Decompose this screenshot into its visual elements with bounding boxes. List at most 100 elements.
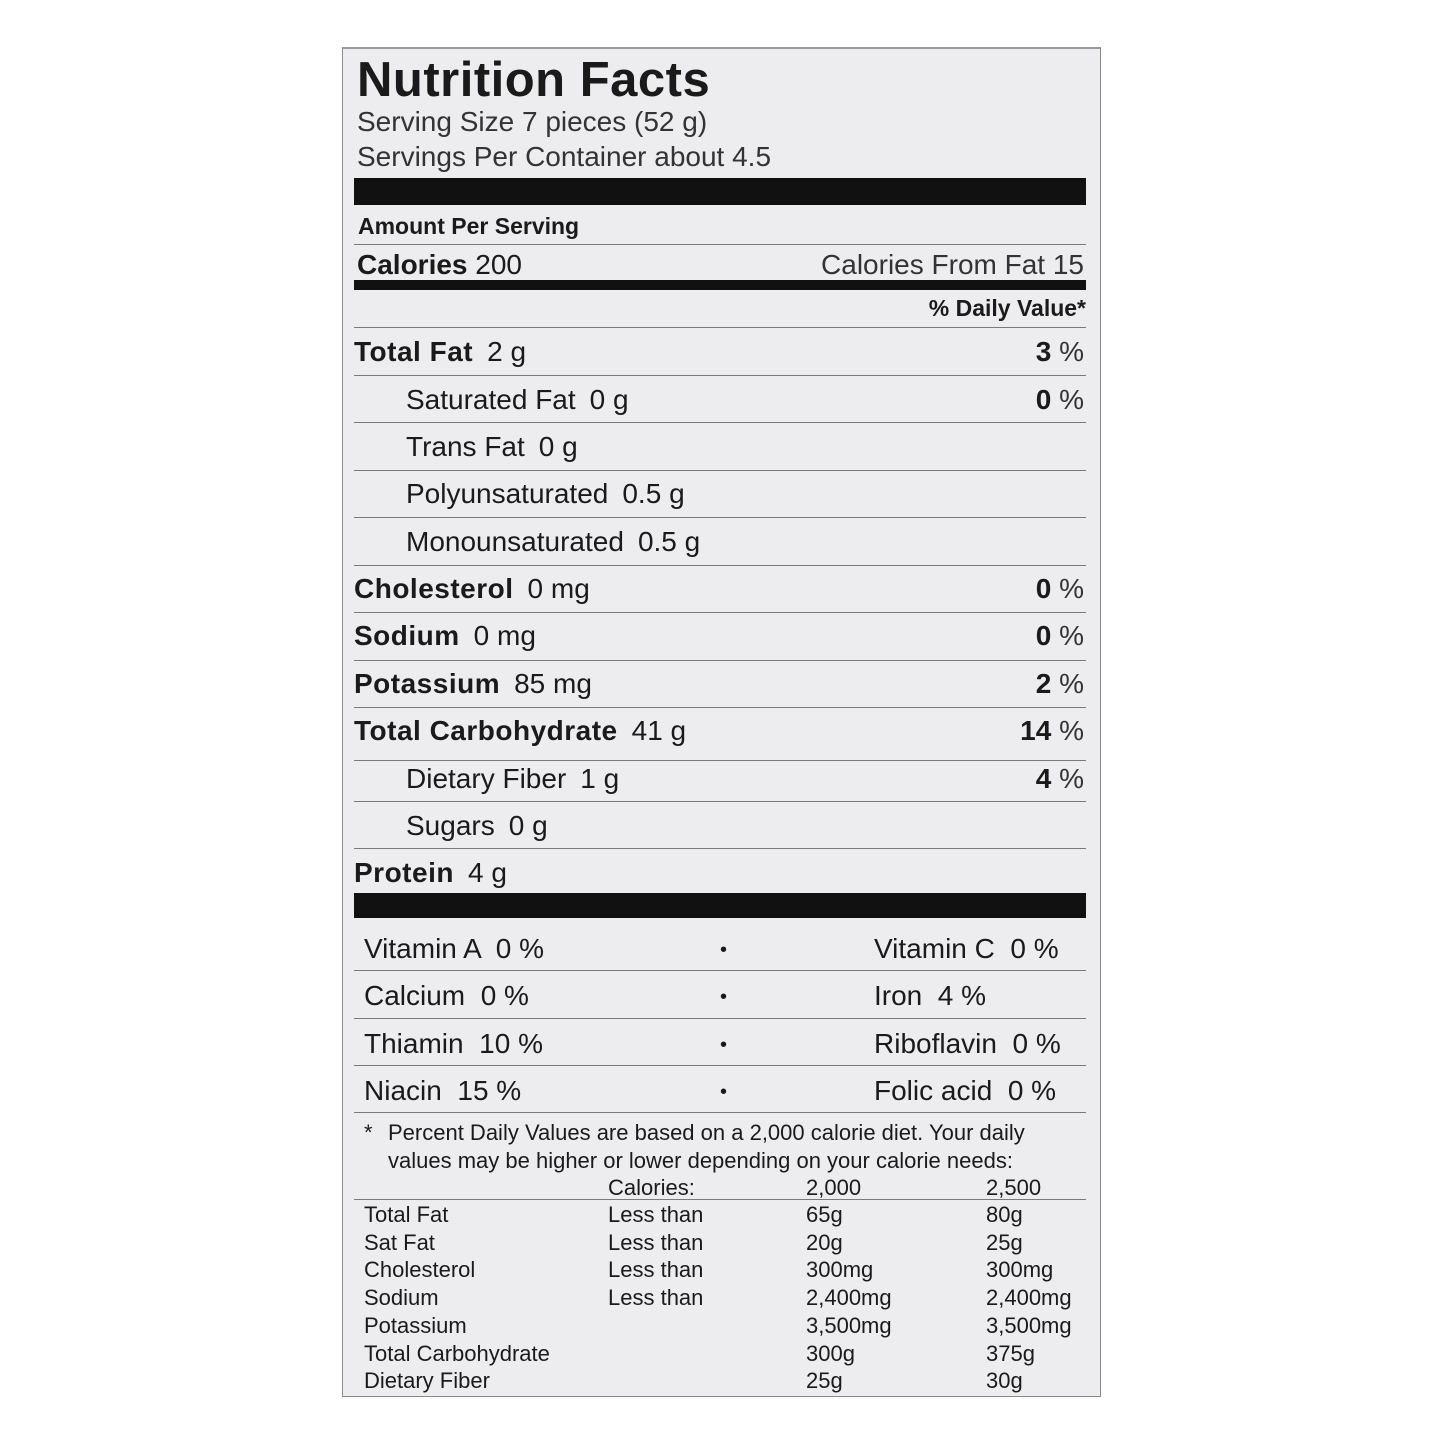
table-cell: 300mg	[986, 1257, 1054, 1283]
nutrient-amount: 2 g	[487, 336, 527, 367]
nutrient-daily-value: 0 %	[1036, 384, 1084, 416]
nutrient-daily-value: 0 %	[1036, 573, 1084, 605]
bullet: •	[720, 1081, 728, 1103]
nutrient-amount: 0 mg	[527, 573, 590, 604]
medium-divider	[354, 280, 1086, 290]
calories-from-fat: Calories From Fat 15	[821, 249, 1084, 280]
bullet: •	[720, 986, 728, 1008]
nutrient-name: Dietary Fiber	[406, 763, 567, 794]
nutrient-name: Cholesterol	[354, 573, 514, 604]
percent-sign: %	[1059, 573, 1084, 604]
vitamin-right: Iron 4 %	[874, 980, 987, 1011]
table-cell: Sodium	[364, 1285, 439, 1311]
daily-value-number: 0	[1035, 620, 1052, 651]
percent-sign: %	[1059, 620, 1084, 651]
table-cell: 80g	[986, 1202, 1023, 1227]
daily-value-number: 3	[1035, 336, 1052, 367]
divider	[354, 565, 1086, 566]
nutrient-amount: 4 g	[467, 857, 507, 888]
table-cell: Less than	[608, 1285, 704, 1311]
nutrient-name: Total Fat	[354, 336, 474, 367]
table-cell: 25g	[806, 1368, 843, 1394]
nutrient-row: Monounsaturated 0.5 g	[354, 522, 1086, 562]
nutrient-row: Total Fat 2 g 3 %	[354, 332, 1086, 372]
footnote-line-2: values may be higher or lower depending …	[388, 1148, 1013, 1173]
table-header-cell: Calories:	[608, 1175, 695, 1200]
calories: Calories 200	[357, 249, 522, 281]
calories-value: 200	[475, 249, 522, 280]
nutrient-daily-value: 0 %	[1036, 620, 1084, 652]
nutrient-name: Trans Fat	[406, 431, 525, 462]
thick-divider	[354, 893, 1086, 918]
nutrient-amount: 1 g	[580, 763, 620, 794]
daily-value-number: 2	[1035, 668, 1052, 699]
nutrient-row: Protein 4 g	[354, 853, 1086, 893]
divider	[354, 517, 1086, 518]
divider	[354, 612, 1086, 613]
nutrient-amount: 0 g	[589, 384, 629, 415]
vitamin-left: Vitamin A 0 %	[364, 933, 545, 964]
nutrient-row: Saturated Fat 0 g 0 %	[354, 380, 1086, 420]
vitamin-row: Niacin 15 % • Folic acid 0 %	[354, 1069, 1086, 1109]
nutrient-name: Sugars	[406, 810, 495, 841]
table-cell: Less than	[608, 1257, 704, 1283]
table-cell: Less than	[608, 1229, 704, 1255]
divider	[354, 760, 1086, 761]
table-cell: Potassium	[364, 1312, 467, 1338]
nutrient-name: Sodium	[354, 620, 460, 651]
divider	[354, 1112, 1086, 1113]
divider	[354, 801, 1086, 802]
divider	[354, 660, 1086, 661]
nutrient-name: Potassium	[354, 668, 501, 699]
table-cell: Less than	[608, 1202, 704, 1227]
table-cell: 375g	[986, 1340, 1035, 1366]
divider	[354, 470, 1086, 471]
nutrient-amount: 0.5 g	[637, 526, 701, 557]
table-cell: 300mg	[806, 1257, 874, 1283]
daily-value-number: 0	[1035, 384, 1052, 415]
daily-value-number: 0	[1035, 573, 1052, 604]
nutrient-daily-value: 2 %	[1036, 668, 1084, 700]
table-cell: Total Carbohydrate	[364, 1340, 550, 1366]
nutrient-amount: 0 g	[508, 810, 548, 841]
nutrient-row: Polyunsaturated 0.5 g	[354, 474, 1086, 514]
nutrient-row: Dietary Fiber 1 g 4 %	[354, 759, 1086, 799]
divider	[354, 1018, 1086, 1019]
divider	[354, 1065, 1086, 1066]
nutrient-amount: 0.5 g	[622, 478, 685, 509]
divider	[354, 707, 1086, 708]
table-cell: 2,400mg	[806, 1285, 892, 1311]
footnote-line-1: Percent Daily Values are based on a 2,00…	[388, 1120, 1025, 1145]
footnote-star: *	[364, 1120, 373, 1145]
vitamin-right: Riboflavin 0 %	[874, 1028, 1061, 1059]
nutrient-daily-value: 3 %	[1036, 336, 1084, 368]
nutrient-row: Total Carbohydrate 41 g 14 %	[354, 711, 1086, 751]
daily-value-number: 4	[1035, 763, 1052, 794]
percent-sign: %	[1059, 715, 1084, 746]
nutrient-name: Monounsaturated	[406, 526, 624, 557]
vitamin-row: Vitamin A 0 % • Vitamin C 0 %	[354, 927, 1086, 967]
divider	[354, 244, 1086, 245]
nutrition-label-panel	[342, 47, 1101, 1397]
nutrient-amount: 0 mg	[473, 620, 536, 651]
nutrient-name: Polyunsaturated	[406, 478, 609, 509]
table-cell: 25g	[986, 1229, 1023, 1255]
table-cell: Sat Fat	[364, 1229, 435, 1255]
nutrient-amount: 85 mg	[514, 668, 592, 699]
table-cell: 30g	[986, 1368, 1023, 1394]
divider	[354, 848, 1086, 849]
table-cell: 65g	[806, 1202, 843, 1227]
percent-sign: %	[1059, 336, 1084, 367]
vitamin-row: Calcium 0 % • Iron 4 %	[354, 974, 1086, 1014]
nutrient-daily-value: 14 %	[1020, 715, 1084, 747]
table-cell: 3,500mg	[806, 1312, 892, 1338]
bullet: •	[720, 939, 728, 961]
nutrient-name: Total Carbohydrate	[354, 715, 618, 746]
thick-divider	[354, 178, 1086, 205]
servings-per-container: Servings Per Container about 4.5	[357, 141, 772, 172]
table-header-cell: 2,000	[806, 1175, 862, 1200]
nutrient-amount: 41 g	[631, 715, 687, 746]
divider	[354, 970, 1086, 971]
divider	[354, 375, 1086, 376]
nutrient-row: Potassium 85 mg 2 %	[354, 664, 1086, 704]
